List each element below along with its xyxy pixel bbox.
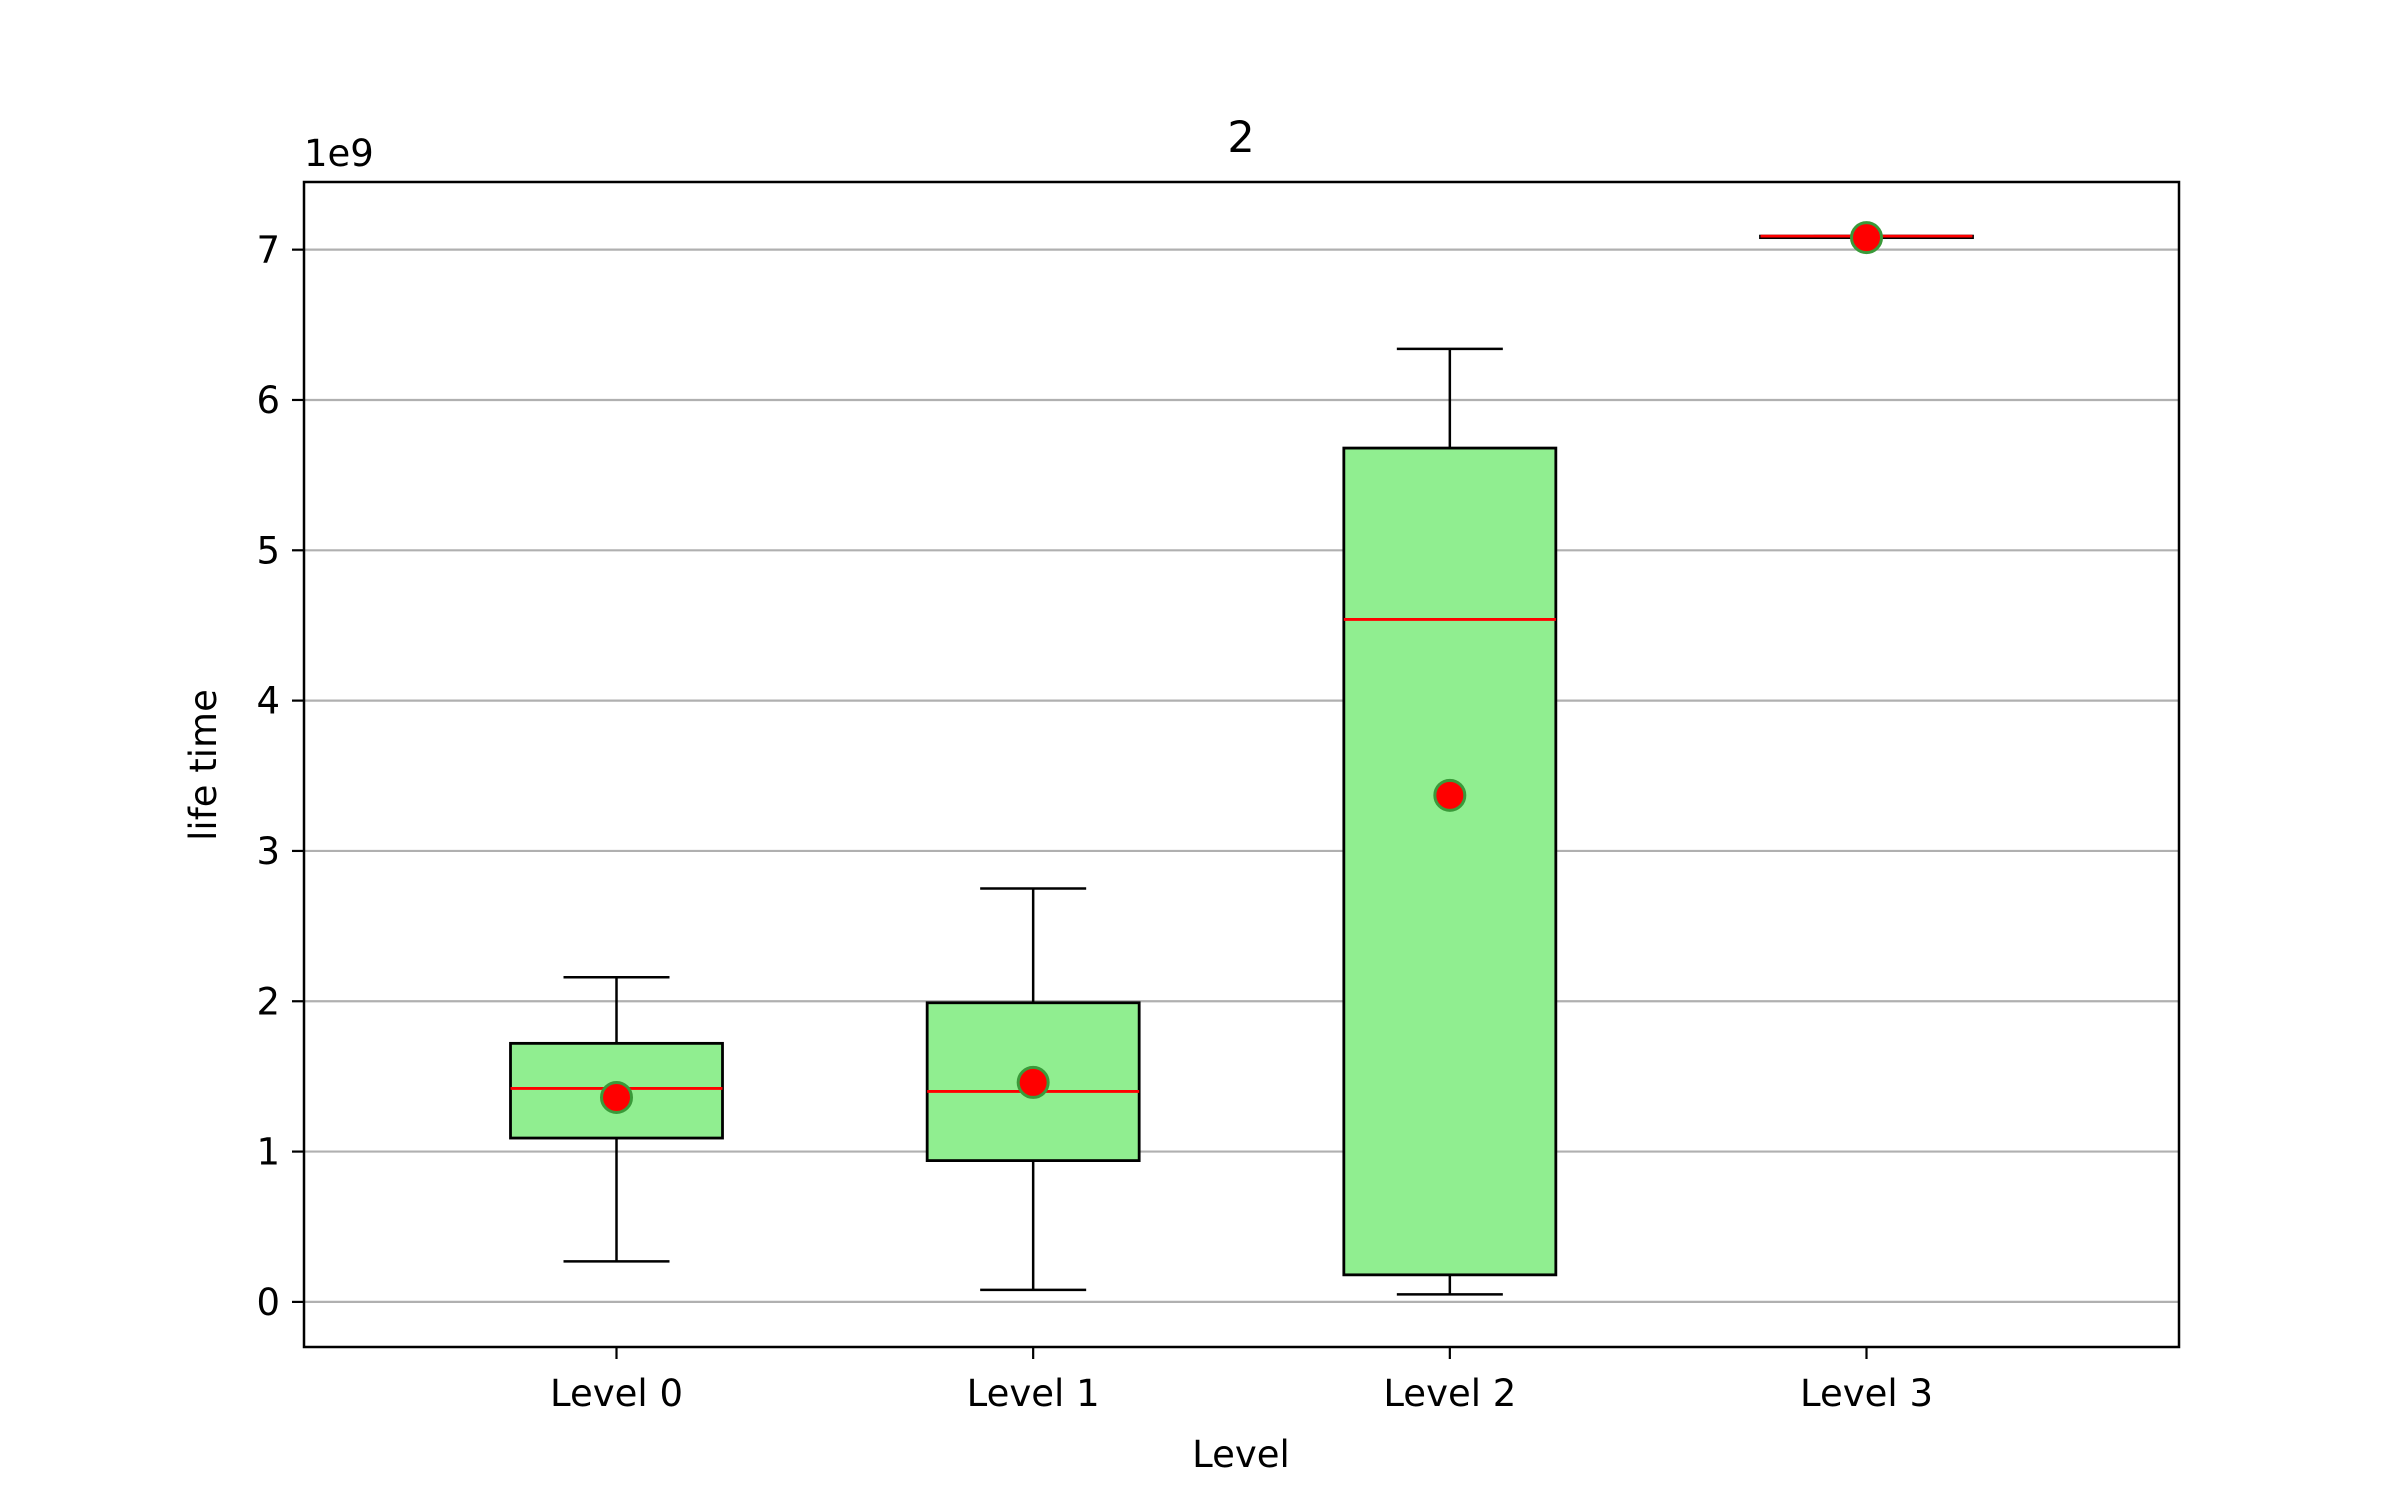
y-axis-label: life time xyxy=(182,689,225,841)
x-tick-label: Level 3 xyxy=(1800,1372,1933,1415)
mean-marker xyxy=(1016,1065,1050,1099)
x-tick-label: Level 1 xyxy=(967,1372,1100,1415)
y-tick-label: 4 xyxy=(256,680,280,723)
mean-marker xyxy=(600,1080,633,1114)
box-iqr xyxy=(1342,446,1558,1277)
y-tick-label: 0 xyxy=(256,1281,280,1324)
y-tick-label: 3 xyxy=(256,830,280,873)
y-axis-offset-text: 1e9 xyxy=(304,132,374,175)
boxes xyxy=(509,221,1974,1296)
x-tick-label: Level 0 xyxy=(550,1372,683,1415)
x-tick-label: Level 2 xyxy=(1383,1372,1516,1415)
axes: 0 1 2 3 4 5 6 7 Level 0 Level 1 Level 2 Level 3 xyxy=(256,229,1933,1415)
mean-marker xyxy=(1433,778,1467,812)
grid-lines xyxy=(304,248,2179,1304)
y-tick-label: 2 xyxy=(256,980,280,1023)
y-tick-label: 7 xyxy=(256,229,280,272)
x-axis-label: Level xyxy=(1192,1433,1290,1476)
chart-title: 2 xyxy=(1227,113,1254,163)
box-group xyxy=(509,975,724,1263)
y-tick-label: 5 xyxy=(256,529,280,572)
plot-area-frame xyxy=(302,180,2181,1349)
mean-marker xyxy=(1850,221,1883,255)
y-tick-label: 6 xyxy=(256,379,280,422)
box-group xyxy=(925,887,1141,1292)
box-group xyxy=(1342,347,1558,1296)
box-group xyxy=(1759,221,1974,255)
y-tick-label: 1 xyxy=(256,1131,280,1174)
